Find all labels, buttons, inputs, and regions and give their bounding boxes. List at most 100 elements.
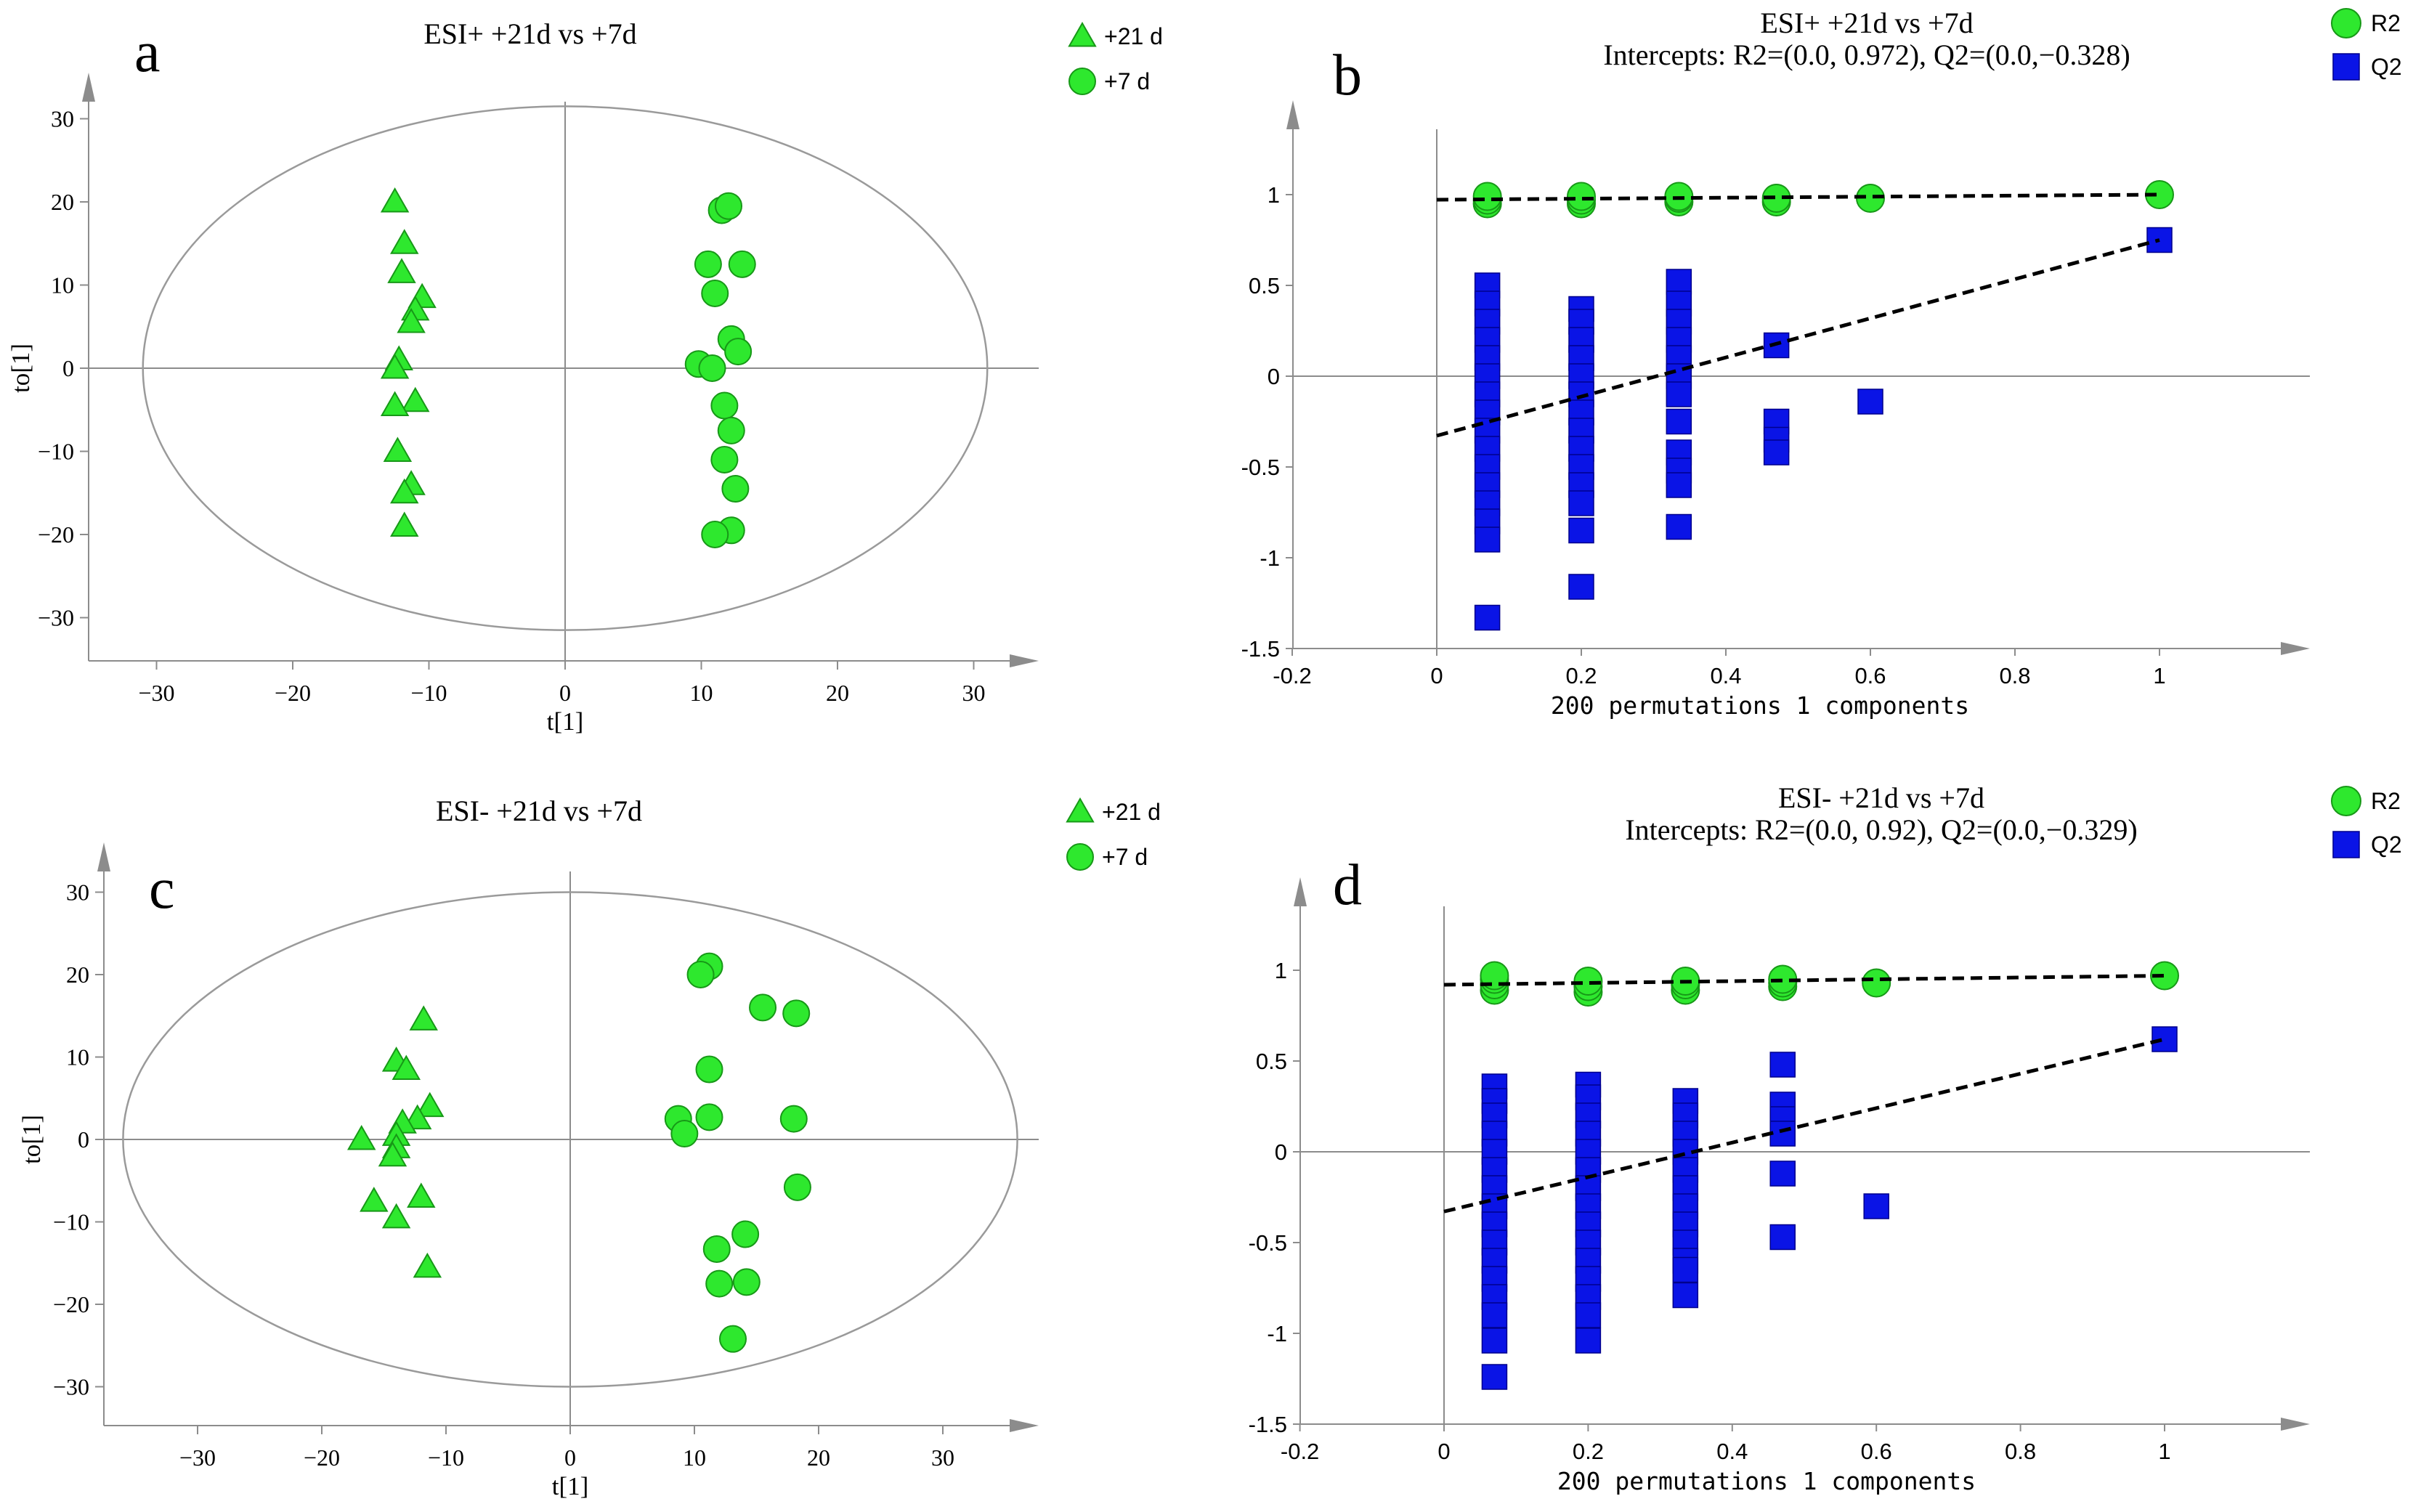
x-tick-label: −30 bbox=[179, 1444, 216, 1471]
r2-point bbox=[1472, 182, 1502, 211]
legend-marker-21d bbox=[1068, 21, 1097, 47]
x-tick-label: 10 bbox=[690, 680, 713, 706]
point-7d bbox=[715, 192, 742, 220]
point-21d bbox=[390, 229, 419, 254]
point-7d bbox=[702, 1235, 731, 1263]
legend-label-r2: R2 bbox=[2371, 788, 2401, 814]
legend-label-7d: +7 d bbox=[1104, 68, 1150, 94]
y-tick-label: 30 bbox=[51, 106, 74, 132]
x-axis-arrow bbox=[1010, 1419, 1039, 1432]
y-tick-label: -1.5 bbox=[1249, 1412, 1287, 1437]
x-tick-label: 0.2 bbox=[1573, 1439, 1604, 1464]
point-21d bbox=[383, 436, 413, 462]
legend-marker-21d bbox=[1066, 797, 1095, 823]
point-21d bbox=[346, 1124, 376, 1150]
q2-point bbox=[1769, 1161, 1796, 1187]
q2-point bbox=[1666, 513, 1692, 540]
legend-label-21d: +21 d bbox=[1104, 23, 1163, 49]
q2-point bbox=[1666, 408, 1692, 435]
chart-title: ESI+ +21d vs +7d bbox=[1760, 7, 1973, 39]
q2-regression-line bbox=[1443, 1037, 2165, 1214]
q2-point bbox=[1481, 1302, 1508, 1328]
x-axis-label: 200 permutations 1 components bbox=[1557, 1467, 1976, 1495]
x-tick-label: -0.2 bbox=[1273, 663, 1311, 688]
y-tick-label: -1 bbox=[1260, 545, 1280, 571]
x-tick-label: 0 bbox=[1437, 1439, 1450, 1464]
r2-point bbox=[1567, 182, 1596, 211]
x-tick-label: 0.4 bbox=[1710, 663, 1741, 688]
q2-point bbox=[1474, 604, 1501, 631]
q2-point bbox=[1474, 527, 1501, 553]
x-tick-label: 10 bbox=[683, 1444, 706, 1471]
point-7d bbox=[717, 416, 745, 444]
legend-marker-7d bbox=[1068, 68, 1096, 95]
y-tick-label: −30 bbox=[53, 1374, 89, 1400]
y-tick-label: 20 bbox=[51, 189, 74, 215]
q2-point bbox=[1568, 490, 1594, 516]
point-7d bbox=[670, 1120, 699, 1148]
r2-point bbox=[1862, 968, 1891, 998]
point-7d bbox=[783, 1173, 811, 1201]
point-7d bbox=[695, 1055, 723, 1084]
y-tick-label: −20 bbox=[53, 1291, 89, 1317]
point-7d bbox=[701, 279, 729, 307]
legend-marker-q2 bbox=[2332, 53, 2360, 81]
x-tick-label: 0.6 bbox=[1854, 663, 1886, 688]
point-7d bbox=[782, 999, 811, 1028]
q2-point bbox=[1666, 381, 1692, 407]
x-axis-arrow bbox=[2281, 642, 2310, 655]
y-axis-arrow bbox=[97, 842, 110, 871]
chart-subtitle: Intercepts: R2=(0.0, 0.92), Q2=(0.0,−0.3… bbox=[1625, 813, 2137, 846]
x-axis-label: t[1] bbox=[547, 707, 584, 736]
panel-label: d bbox=[1333, 853, 1362, 917]
x-tick-label: 0.8 bbox=[1999, 663, 2030, 688]
y-tick-label: −10 bbox=[53, 1209, 89, 1235]
chart-title: ESI- +21d vs +7d bbox=[1778, 781, 1984, 814]
point-21d bbox=[390, 478, 419, 504]
legend-label-r2: R2 bbox=[2371, 10, 2401, 36]
legend-label-q2: Q2 bbox=[2371, 54, 2402, 80]
point-7d bbox=[686, 961, 715, 988]
y-tick-label: −20 bbox=[38, 521, 74, 548]
x-tick-label: 0 bbox=[1430, 663, 1443, 688]
point-7d bbox=[721, 475, 750, 503]
y-axis-label: to[1] bbox=[7, 344, 35, 393]
q2-point bbox=[1769, 1224, 1796, 1251]
point-7d bbox=[698, 354, 726, 382]
point-7d bbox=[705, 1269, 734, 1298]
q2-point bbox=[1575, 1302, 1602, 1328]
r2-regression-line bbox=[1436, 192, 2160, 202]
legend-label-21d: +21 d bbox=[1102, 799, 1161, 825]
q2-point bbox=[1575, 1328, 1602, 1354]
point-7d bbox=[731, 1220, 760, 1248]
r2-point bbox=[1573, 967, 1603, 996]
x-tick-label: 0.4 bbox=[1716, 1439, 1748, 1464]
q2-regression-line bbox=[1436, 238, 2160, 438]
y-tick-label: 0 bbox=[1268, 364, 1280, 389]
panel-c-score-plot: c ESI- +21d vs +7d −30 −20 −10 0 10 20 30 −30 −20 −… bbox=[17, 794, 1161, 1500]
point-21d bbox=[401, 386, 430, 412]
q2-point bbox=[1481, 1364, 1508, 1390]
x-tick-label: −10 bbox=[428, 1444, 464, 1471]
q2-point bbox=[1672, 1282, 1699, 1309]
legend-label-7d: +7 d bbox=[1102, 844, 1148, 870]
legend-marker-q2 bbox=[2332, 831, 2360, 858]
y-tick-label: -0.5 bbox=[1241, 455, 1280, 480]
q2-point bbox=[1481, 1328, 1508, 1354]
point-21d bbox=[390, 511, 419, 537]
point-7d bbox=[728, 250, 756, 278]
point-7d bbox=[779, 1105, 808, 1133]
y-axis-arrow bbox=[82, 73, 95, 102]
x-tick-label: 30 bbox=[931, 1444, 954, 1471]
point-21d bbox=[392, 1054, 421, 1081]
q2-point bbox=[1568, 517, 1594, 544]
point-21d bbox=[381, 1203, 411, 1229]
x-axis-label: 200 permutations 1 components bbox=[1551, 691, 1969, 720]
q2-point bbox=[1672, 1256, 1699, 1283]
y-tick-label: 30 bbox=[66, 879, 89, 906]
point-21d bbox=[402, 1104, 432, 1130]
y-axis-label: to[1] bbox=[17, 1115, 46, 1164]
panel-label: b bbox=[1333, 44, 1362, 107]
